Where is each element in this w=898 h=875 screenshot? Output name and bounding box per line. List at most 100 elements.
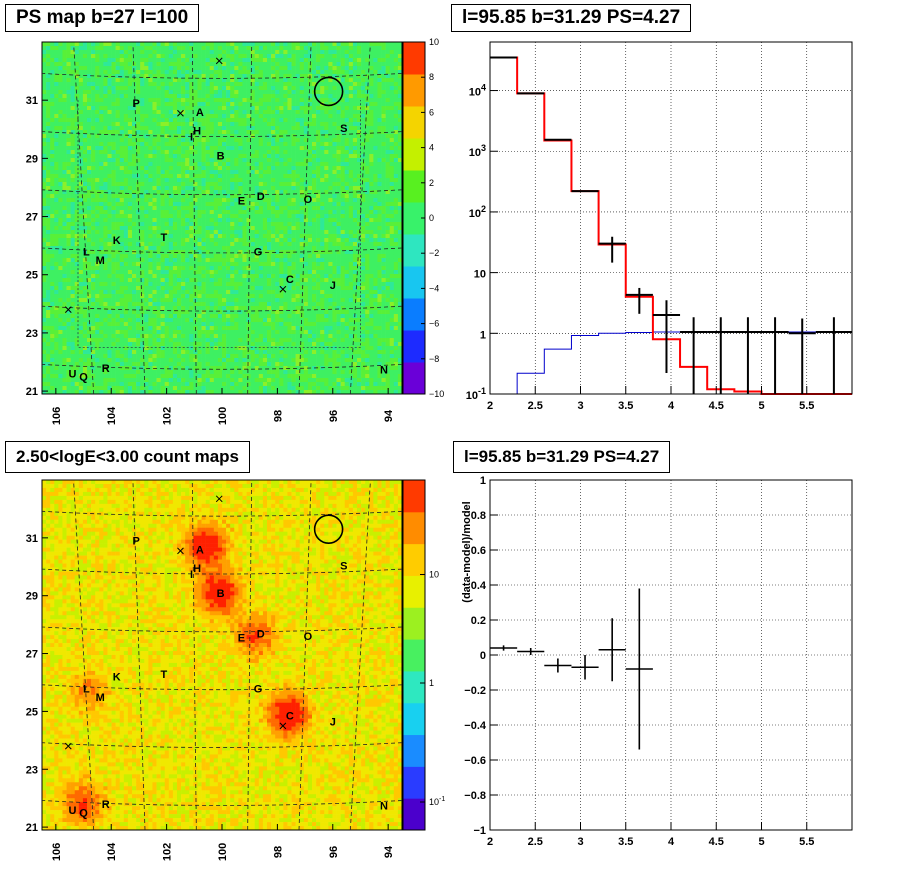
colorbar-band: [403, 42, 425, 75]
y-tick-label: 0.2: [471, 615, 486, 627]
source-label: R: [102, 799, 110, 811]
colorbar-tick-label: 2: [429, 178, 434, 188]
colorbar-band: [403, 734, 425, 767]
x-tick-label: 100: [217, 407, 229, 425]
y-tick-label: −0.8: [464, 790, 486, 802]
ps-circle-marker: [313, 76, 344, 107]
map-cells-2: [42, 480, 403, 831]
colorbar-tick-label: 10-1: [429, 796, 445, 807]
source-label: A: [196, 544, 204, 556]
colorbar-band: [403, 298, 425, 331]
x-tick-label: 5.5: [799, 400, 814, 412]
ps-map-title: PS map b=27 l=100: [5, 4, 200, 32]
y-tick-label: 23: [26, 764, 38, 776]
colorbar-band: [403, 170, 425, 203]
x-tick-label: 94: [383, 409, 395, 422]
colorbar-band: [403, 702, 425, 736]
spectrum-title: l=95.85 b=31.29 PS=4.27: [451, 4, 692, 32]
colorbar-band: [403, 138, 425, 171]
colorbar-band: [403, 543, 425, 576]
cross-marker: [279, 722, 287, 730]
x-tick-label: 4: [668, 400, 675, 412]
map-cells-0: [42, 42, 403, 395]
source-label: M: [96, 255, 105, 267]
source-label: I: [190, 132, 193, 144]
x-tick-label: 5.5: [799, 836, 814, 848]
cross-marker: [215, 57, 223, 65]
y-tick-label: 1: [480, 475, 486, 487]
x-tick-label: 98: [272, 846, 284, 858]
source-label: G: [254, 246, 263, 258]
colorbar-band: [403, 607, 425, 640]
y-tick-label: 1: [480, 329, 486, 341]
source-label: G: [254, 683, 263, 695]
source-label: N: [380, 800, 388, 812]
x-tick-label: 4.5: [709, 836, 724, 848]
colorbar-band: [403, 202, 425, 235]
source-label: U: [68, 805, 76, 817]
source-label: M: [96, 692, 105, 704]
x-tick-label: 5: [758, 400, 764, 412]
source-label: T: [160, 669, 167, 681]
colorbar-tick-label: 1: [429, 678, 434, 688]
colorbar-band: [403, 330, 425, 363]
x-tick-label: 96: [328, 846, 340, 858]
y-tick-label: 25: [26, 270, 38, 282]
y-tick-label: 104: [469, 83, 486, 99]
source-label: R: [102, 363, 110, 375]
source-label: H: [193, 563, 201, 575]
cross-marker: [279, 285, 287, 293]
colorbar-tick-label: −6: [429, 319, 439, 329]
colorbar-band: [403, 266, 425, 299]
cross-marker: [177, 547, 184, 555]
colorbar-band: [403, 670, 425, 704]
source-label: J: [330, 280, 336, 292]
y-tick-label: 0.4: [471, 580, 487, 592]
y-tick-label: 21: [26, 822, 38, 834]
map-grid: [41, 44, 403, 395]
cross-marker: [215, 495, 223, 503]
colorbar-tick-label: 6: [429, 107, 434, 117]
spectrum-bg: [490, 42, 852, 394]
y-tick-label: 29: [26, 591, 38, 603]
colorbar-band: [403, 766, 425, 799]
y-tick-label: 102: [469, 204, 486, 220]
source-label: L: [83, 683, 90, 695]
source-label: A: [196, 107, 204, 119]
source-label: P: [132, 98, 139, 110]
x-tick-label: 3.5: [618, 400, 633, 412]
colorbar-band: [403, 480, 425, 513]
x-tick-label: 102: [162, 843, 174, 861]
colorbar-band: [403, 234, 425, 267]
cross-marker: [64, 306, 72, 313]
y-tick-label: −0.2: [464, 685, 486, 697]
x-tick-label: 102: [162, 407, 174, 425]
cross-marker: [64, 742, 72, 750]
colorbar-tick-label: −4: [429, 283, 439, 293]
map-grid: [41, 482, 403, 831]
colorbar-band: [403, 511, 425, 545]
source-label: N: [380, 364, 388, 376]
colorbar-band: [403, 798, 425, 831]
y-tick-label: 31: [26, 95, 38, 107]
colorbar-band: [403, 106, 425, 139]
x-tick-label: 2: [487, 400, 493, 412]
source-label: C: [286, 711, 294, 723]
colorbar-band: [403, 74, 425, 107]
source-label: L: [83, 246, 90, 258]
y-tick-label: 103: [469, 143, 486, 159]
y-tick-label: −0.6: [464, 755, 486, 767]
y-tick-label: 21: [26, 386, 38, 398]
x-tick-label: 4: [668, 836, 675, 848]
source-label: T: [160, 232, 167, 244]
x-tick-label: 3: [577, 400, 583, 412]
y-tick-label: 0: [480, 650, 486, 662]
source-label: K: [113, 235, 121, 247]
colorbar-tick-label: −8: [429, 354, 439, 364]
source-label: O: [304, 631, 313, 643]
y-tick-label: 10-1: [466, 386, 486, 402]
x-tick-label: 96: [328, 410, 340, 422]
y-tick-label: 25: [26, 706, 38, 718]
source-label: H: [193, 126, 201, 138]
